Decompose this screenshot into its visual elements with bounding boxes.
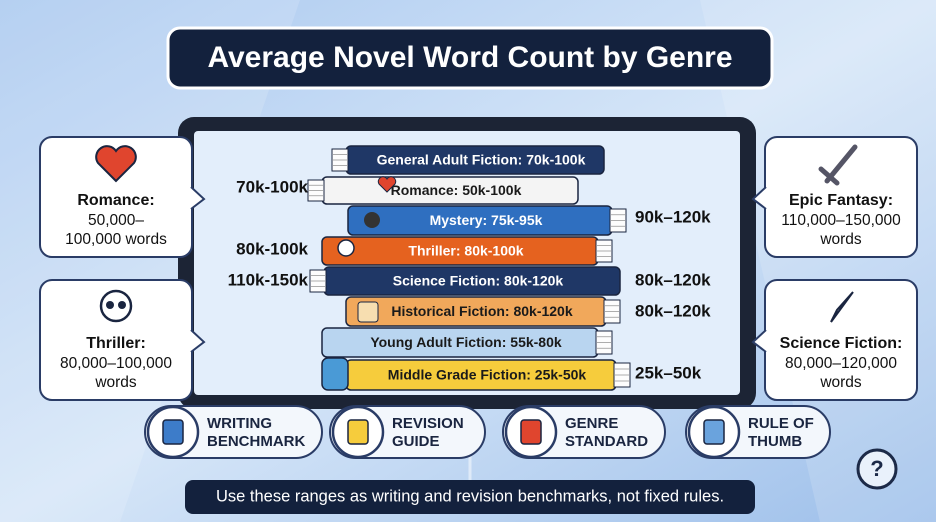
button-label[interactable]: WRITING [207, 415, 272, 432]
callout-line: 80,000–120,000 [785, 355, 897, 372]
button-glyph[interactable] [520, 419, 542, 445]
callout-tail [190, 186, 206, 210]
title: Average Novel Word Count by Genre [207, 41, 732, 74]
button-label[interactable]: REVISION [392, 415, 464, 432]
button-label[interactable]: GENRE [565, 415, 618, 432]
callout-tail [190, 329, 206, 353]
callout-line: words [819, 231, 862, 248]
callout-line: words [819, 374, 862, 391]
book-label: Middle Grade Fiction: 25k-50k [388, 367, 587, 383]
heart-icon [95, 145, 137, 183]
title-box [166, 26, 774, 90]
side-label: 90k–120k [635, 207, 711, 226]
skull-eye [106, 301, 114, 309]
button-glyph[interactable] [703, 419, 725, 445]
book-label: Mystery: 75k-95k [430, 212, 543, 228]
help-label[interactable]: ? [870, 456, 883, 481]
side-label: 80k–120k [635, 301, 711, 320]
callout-line: words [94, 374, 137, 391]
scroll-icon [357, 301, 379, 323]
book-label: Thriller: 80k-100k [408, 243, 523, 259]
skull-icon [337, 239, 355, 257]
callout-tail [751, 186, 767, 210]
backpack-icon [321, 357, 349, 391]
rocket-icon [830, 291, 854, 323]
callout-line: 100,000 words [65, 231, 167, 248]
skull-eye [118, 301, 126, 309]
heart-icon [377, 176, 397, 193]
book-label: Romance: 50k-100k [391, 182, 522, 198]
sword-icon [818, 144, 858, 186]
callout-title: Science Fiction: [780, 335, 903, 352]
book-label: General Adult Fiction: 70k-100k [377, 152, 586, 168]
help-button[interactable]: ? [856, 448, 898, 490]
callout-line: 80,000–100,000 [60, 355, 172, 372]
buttons: WRITINGBENCHMARKREVISIONGUIDEGENRESTANDA… [144, 405, 831, 459]
callout-title: Romance: [77, 192, 154, 209]
spy-icon [364, 212, 380, 228]
footer-text: Use these ranges as writing and revision… [216, 487, 724, 505]
book-label: Young Adult Fiction: 55k-80k [370, 334, 562, 350]
button-label[interactable]: BENCHMARK [207, 433, 305, 450]
callout-title: Thriller: [86, 335, 146, 352]
callout-line: 110,000–150,000 [781, 212, 901, 229]
side-label: 70k-100k [236, 177, 308, 196]
button-glyph[interactable] [347, 419, 369, 445]
callout-title: Epic Fantasy: [789, 192, 893, 209]
side-labels: 70k-100k 80k-100k 110k-150k 90k–120k 80k–120… [228, 177, 712, 382]
callout-tail [751, 329, 767, 353]
book-label: Historical Fiction: 80k-120k [391, 303, 573, 319]
button-label[interactable]: STANDARD [565, 433, 648, 450]
callout-line: 50,000– [88, 212, 144, 229]
side-label: 80k-100k [236, 239, 308, 258]
side-label: 110k-150k [228, 270, 309, 289]
side-label: 25k–50k [635, 363, 702, 382]
button-label[interactable]: RULE OF [748, 415, 814, 432]
help-circle[interactable] [856, 448, 898, 490]
side-label: 80k–120k [635, 270, 711, 289]
button-glyph[interactable] [162, 419, 184, 445]
footer-bar [185, 480, 755, 514]
book-label: Science Fiction: 80k-120k [393, 273, 564, 289]
button-label[interactable]: GUIDE [392, 433, 440, 450]
book-stack: General Adult Fiction: 70k-100k Romance: … [307, 145, 631, 391]
button-label[interactable]: THUMB [748, 433, 802, 450]
skull-icon [99, 289, 133, 323]
callouts: Romance: 50,000– 100,000 words Thriller: 80,… [39, 136, 918, 401]
